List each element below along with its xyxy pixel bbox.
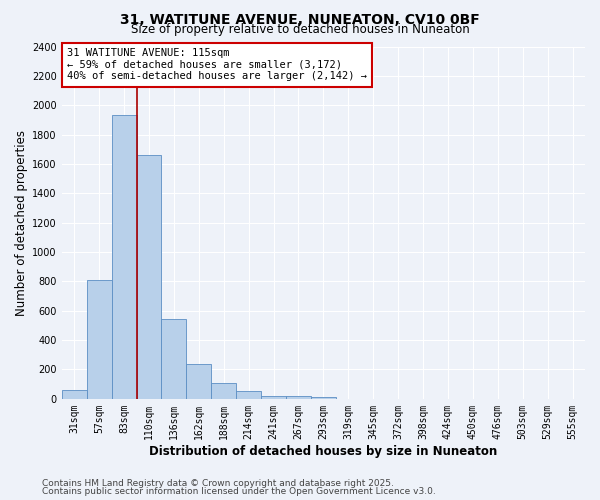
Bar [236,391,261,399]
Bar [161,319,187,399]
Bar [62,390,86,399]
Bar [211,384,236,399]
Bar [286,396,311,399]
Bar [112,116,137,399]
Text: 31 WATITUNE AVENUE: 115sqm
← 59% of detached houses are smaller (3,172)
40% of s: 31 WATITUNE AVENUE: 115sqm ← 59% of deta… [67,48,367,82]
Text: 31, WATITUNE AVENUE, NUNEATON, CV10 0BF: 31, WATITUNE AVENUE, NUNEATON, CV10 0BF [120,12,480,26]
X-axis label: Distribution of detached houses by size in Nuneaton: Distribution of detached houses by size … [149,444,497,458]
Text: Size of property relative to detached houses in Nuneaton: Size of property relative to detached ho… [131,22,469,36]
Bar [261,396,286,399]
Text: Contains public sector information licensed under the Open Government Licence v3: Contains public sector information licen… [42,487,436,496]
Y-axis label: Number of detached properties: Number of detached properties [15,130,28,316]
Bar [187,364,211,399]
Bar [311,398,336,399]
Text: Contains HM Land Registry data © Crown copyright and database right 2025.: Contains HM Land Registry data © Crown c… [42,479,394,488]
Bar [86,280,112,399]
Bar [137,155,161,399]
